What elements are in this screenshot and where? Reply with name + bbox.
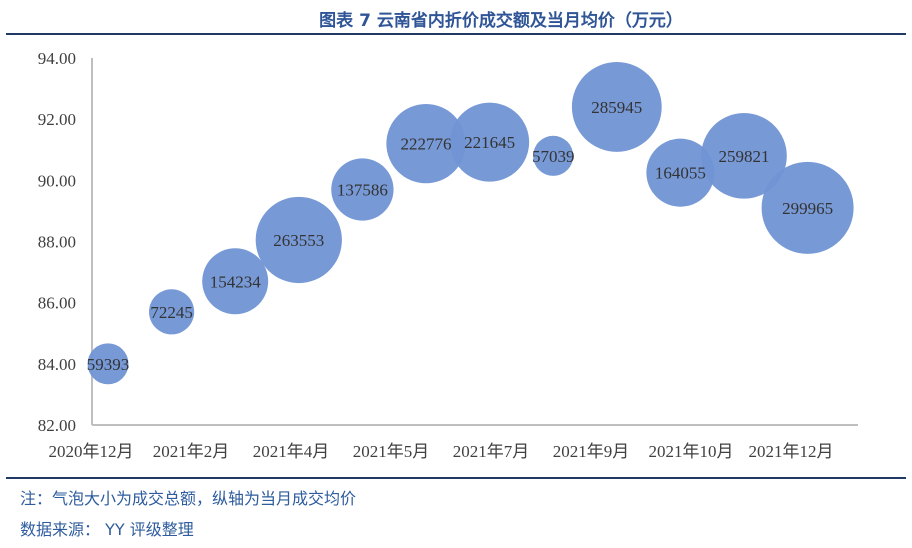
y-tick-label: 90.00 (38, 171, 76, 190)
x-tick-label: 2021年7月 (453, 442, 530, 461)
bubble (571, 62, 662, 152)
bubble (450, 102, 530, 182)
y-tick-label: 82.00 (38, 416, 76, 435)
x-tick-label: 2020年12月 (49, 442, 134, 461)
bubble (255, 196, 342, 284)
x-tick-label: 2021年5月 (353, 442, 430, 461)
y-tick-label: 86.00 (38, 294, 76, 313)
x-tick-label: 2021年4月 (253, 442, 330, 461)
bubble (331, 158, 394, 221)
bubble (87, 343, 129, 385)
x-tick-label: 2021年2月 (153, 442, 230, 461)
bubble-label: 164055 (655, 164, 706, 183)
chart-title: 图表 7 云南省内折价成交额及当月均价（万元） (319, 11, 683, 31)
bubble (386, 103, 466, 184)
y-tick-label: 84.00 (38, 355, 76, 374)
bubble (202, 248, 269, 315)
bubble (701, 113, 787, 199)
header-divider (6, 33, 906, 35)
footer-divider (6, 477, 906, 479)
bubble-label: 154234 (210, 272, 262, 291)
bubble-label: 263553 (273, 231, 324, 250)
bubble (761, 161, 854, 254)
bubble-label: 57039 (532, 147, 575, 166)
x-tick-label: 2021年9月 (553, 442, 630, 461)
bubble-label: 299965 (782, 199, 833, 218)
bubble-label: 259821 (719, 147, 770, 166)
bubble (533, 135, 574, 176)
data-source: 数据来源： YY 评级整理 (20, 520, 194, 539)
chart-note: 注：气泡大小为成交总额，纵轴为当月成交均价 (20, 489, 357, 508)
x-tick-label: 2021年10月 (649, 442, 734, 461)
bubble-label: 222776 (401, 135, 452, 154)
y-tick-label: 92.00 (38, 110, 76, 129)
bubble (646, 138, 715, 207)
bubble-label: 221645 (464, 133, 515, 152)
x-tick-label: 2021年12月 (749, 442, 834, 461)
y-tick-label: 94.00 (38, 49, 76, 68)
bubble (149, 289, 195, 335)
bubble-label: 285945 (591, 98, 642, 117)
bubble-label: 137586 (337, 181, 388, 200)
bubble-label: 59393 (87, 355, 130, 374)
y-tick-label: 88.00 (38, 233, 76, 252)
bubble-label: 72245 (150, 303, 193, 322)
